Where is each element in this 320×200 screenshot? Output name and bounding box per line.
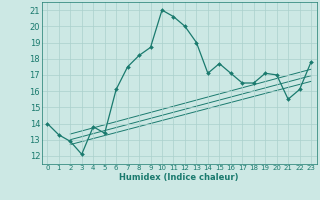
- X-axis label: Humidex (Indice chaleur): Humidex (Indice chaleur): [119, 173, 239, 182]
